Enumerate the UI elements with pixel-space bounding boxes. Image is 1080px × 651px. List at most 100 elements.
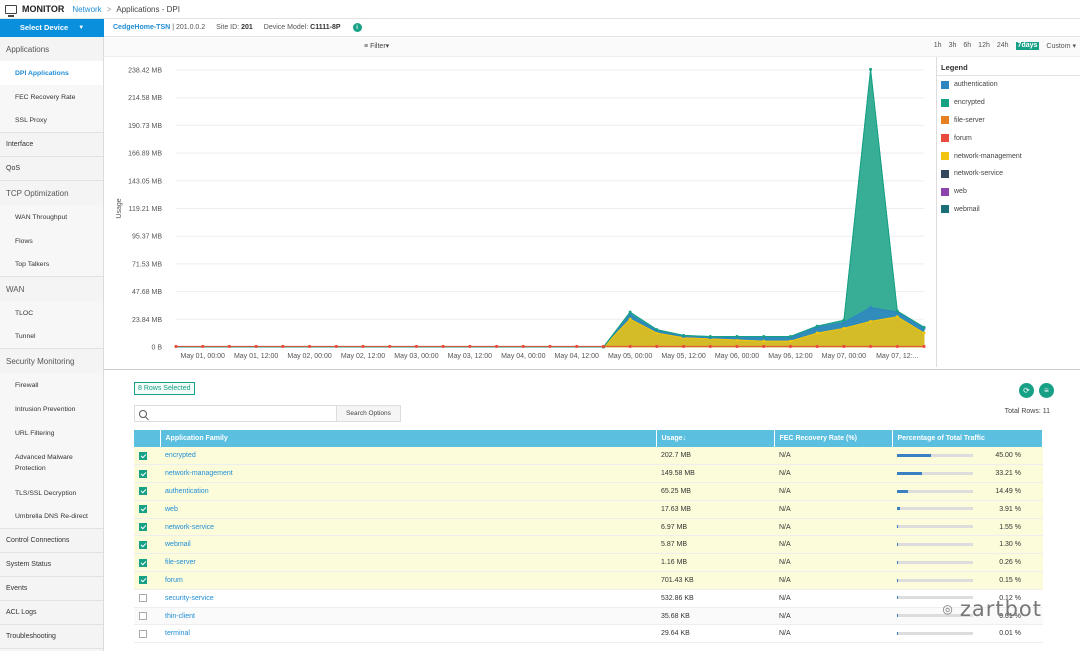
time-6h-button[interactable]: 6h bbox=[963, 42, 972, 49]
app-family-cell[interactable]: security-service bbox=[160, 589, 656, 608]
sidebar-item-fec-recovery-rate[interactable]: FEC Recovery Rate bbox=[0, 85, 103, 109]
breadcrumb-network[interactable]: Network bbox=[72, 4, 102, 14]
custom-label: Custom bbox=[1046, 43, 1071, 50]
info-icon[interactable]: i bbox=[352, 23, 362, 32]
col-application-family[interactable]: Application Family bbox=[160, 430, 657, 447]
time-24h-button[interactable]: 24h bbox=[996, 42, 1009, 49]
sidebar-item-tloc[interactable]: TLOC bbox=[0, 301, 103, 325]
app-family-cell[interactable]: network-management bbox=[160, 464, 656, 484]
table-row[interactable]: security-service 532.86 KB N/A 0.12 % bbox=[134, 589, 1043, 608]
usage-cell: 5.87 MB bbox=[656, 535, 774, 555]
app-family-cell[interactable]: network-service bbox=[160, 518, 656, 537]
table-row[interactable]: encrypted 202.7 MB N/A 45.00 % bbox=[134, 447, 1043, 466]
legend-item-encrypted[interactable]: encrypted bbox=[937, 94, 1080, 112]
app-family-cell[interactable]: webmail bbox=[160, 535, 656, 555]
usage-cell: 6.97 MB bbox=[656, 518, 774, 537]
table-row[interactable]: webmail 5.87 MB N/A 1.30 % bbox=[134, 535, 1043, 555]
legend-item-network-service[interactable]: network-service bbox=[937, 165, 1080, 183]
row-checkbox[interactable] bbox=[139, 540, 147, 549]
table-row[interactable]: file-server 1.16 MB N/A 0.26 % bbox=[134, 553, 1043, 573]
sidebar-item-control-connections[interactable]: Control Connections bbox=[0, 529, 103, 553]
sidebar-group-applications[interactable]: Applications bbox=[6, 44, 50, 54]
app-family-cell[interactable]: forum bbox=[160, 571, 656, 590]
app-family-cell[interactable]: terminal bbox=[160, 624, 656, 644]
table-row[interactable]: forum 701.43 KB N/A 0.15 % bbox=[134, 571, 1043, 590]
percentage-cell: 1.55 % bbox=[892, 518, 1043, 537]
sidebar-item-tls-ssl-decryption[interactable]: TLS/SSL Decryption bbox=[0, 481, 103, 505]
table-row[interactable]: authentication 65.25 MB N/A 14.49 % bbox=[134, 482, 1043, 501]
time-12h-button[interactable]: 12h bbox=[978, 42, 990, 49]
row-checkbox[interactable] bbox=[139, 629, 147, 638]
legend-item-authentication[interactable]: authentication bbox=[937, 76, 1080, 94]
sidebar-group-wan[interactable]: WAN bbox=[6, 284, 25, 294]
time-7days-button[interactable]: 7days bbox=[1015, 42, 1040, 50]
search-input[interactable] bbox=[151, 406, 336, 421]
sidebar-group-security-monitoring[interactable]: Security Monitoring bbox=[6, 356, 75, 366]
sidebar-item-advanced-malware-protection[interactable]: Advanced Malware Protection bbox=[0, 445, 103, 481]
row-checkbox[interactable] bbox=[139, 558, 147, 567]
filter-dropdown[interactable]: ≡ Filter▾ bbox=[364, 42, 389, 50]
time-3h-button[interactable]: 3h bbox=[948, 42, 957, 49]
col-percentage-total-traffic[interactable]: Percentage of Total Traffic bbox=[892, 430, 1043, 447]
fec-cell: N/A bbox=[774, 482, 892, 501]
row-checkbox[interactable] bbox=[139, 505, 147, 514]
sidebar-item-wan-throughput[interactable]: WAN Throughput bbox=[0, 205, 103, 229]
row-checkbox[interactable] bbox=[139, 469, 147, 478]
table-row[interactable]: web 17.63 MB N/A 3.91 % bbox=[134, 500, 1043, 519]
point-forum bbox=[762, 344, 766, 349]
sidebar-item-tunnel[interactable]: Tunnel bbox=[0, 325, 103, 349]
row-checkbox[interactable] bbox=[139, 594, 147, 603]
select-all-header[interactable] bbox=[134, 430, 161, 447]
app-family-cell[interactable]: file-server bbox=[160, 553, 656, 573]
app-family-cell[interactable]: authentication bbox=[160, 482, 656, 501]
sidebar-group-tcp-optimization[interactable]: TCP Optimization bbox=[6, 188, 69, 198]
legend-item-file-server[interactable]: file-server bbox=[937, 112, 1080, 130]
sidebar-item-flows[interactable]: Flows bbox=[0, 229, 103, 253]
refresh-icon[interactable]: ⟳ bbox=[1019, 383, 1034, 398]
app-family-cell[interactable]: encrypted bbox=[160, 447, 656, 466]
sidebar-item-umbrella-dns[interactable]: Umbrella DNS Re-direct bbox=[0, 505, 103, 529]
table-row[interactable]: thin-client 35.68 KB N/A 0.01 % bbox=[134, 607, 1043, 626]
usage-cell: 1.16 MB bbox=[656, 553, 774, 573]
col-fec-recovery-rate[interactable]: FEC Recovery Rate (%) bbox=[774, 430, 893, 447]
legend-item-web[interactable]: web bbox=[937, 183, 1080, 201]
sidebar-item-intrusion-prevention[interactable]: Intrusion Prevention bbox=[0, 397, 103, 421]
sidebar-item-ssl-proxy[interactable]: SSL Proxy bbox=[0, 109, 103, 133]
time-1h-button[interactable]: 1h bbox=[933, 42, 942, 49]
sidebar-item-url-filtering[interactable]: URL Filtering bbox=[0, 421, 103, 445]
sidebar-item-firewall[interactable]: Firewall bbox=[0, 373, 103, 397]
row-checkbox[interactable] bbox=[139, 487, 147, 496]
legend-item-forum[interactable]: forum bbox=[937, 129, 1080, 147]
legend-item-webmail[interactable]: webmail bbox=[937, 201, 1080, 219]
select-device-button[interactable]: Select Device ▼ bbox=[0, 18, 104, 37]
app-family-cell[interactable]: web bbox=[160, 500, 656, 519]
point-network-management bbox=[842, 326, 846, 330]
sidebar-item-interface[interactable]: Interface bbox=[0, 133, 103, 157]
sidebar-item-acl-logs[interactable]: ACL Logs bbox=[0, 601, 103, 625]
table-row[interactable]: network-management 149.58 MB N/A 33.21 % bbox=[134, 464, 1043, 484]
menu-icon[interactable]: ≡ bbox=[1039, 383, 1054, 398]
row-checkbox[interactable] bbox=[139, 451, 147, 460]
table-row[interactable]: terminal 29.64 KB N/A 0.01 % bbox=[134, 624, 1043, 644]
search-options-button[interactable]: Search Options bbox=[336, 406, 400, 421]
x-tick-label: May 07, 00:00 bbox=[822, 353, 866, 360]
row-select-cell bbox=[134, 589, 160, 608]
table-row[interactable]: network-service 6.97 MB N/A 1.55 % bbox=[134, 518, 1043, 537]
legend-item-network-management[interactable]: network-management bbox=[937, 147, 1080, 165]
sidebar-item-system-status[interactable]: System Status bbox=[0, 553, 103, 577]
row-checkbox[interactable] bbox=[139, 523, 147, 532]
sidebar-item-qos[interactable]: QoS bbox=[0, 157, 103, 181]
rows-selected-badge[interactable]: 8 Rows Selected bbox=[134, 382, 195, 395]
sidebar-item-troubleshooting[interactable]: Troubleshooting bbox=[0, 625, 103, 649]
row-checkbox[interactable] bbox=[139, 612, 147, 621]
sidebar-item-top-talkers[interactable]: Top Talkers bbox=[0, 253, 103, 277]
percentage-bar bbox=[897, 578, 973, 582]
point-forum bbox=[575, 344, 579, 349]
sidebar-item-dpi-applications[interactable]: DPI Applications bbox=[0, 61, 103, 85]
time-custom-dropdown[interactable]: Custom ▾ bbox=[1046, 42, 1076, 50]
sidebar-item-events[interactable]: Events bbox=[0, 577, 103, 601]
legend-swatch bbox=[941, 134, 949, 143]
app-family-cell[interactable]: thin-client bbox=[160, 607, 656, 626]
row-checkbox[interactable] bbox=[139, 576, 147, 585]
col-usage[interactable]: Usage↓ bbox=[656, 430, 775, 447]
